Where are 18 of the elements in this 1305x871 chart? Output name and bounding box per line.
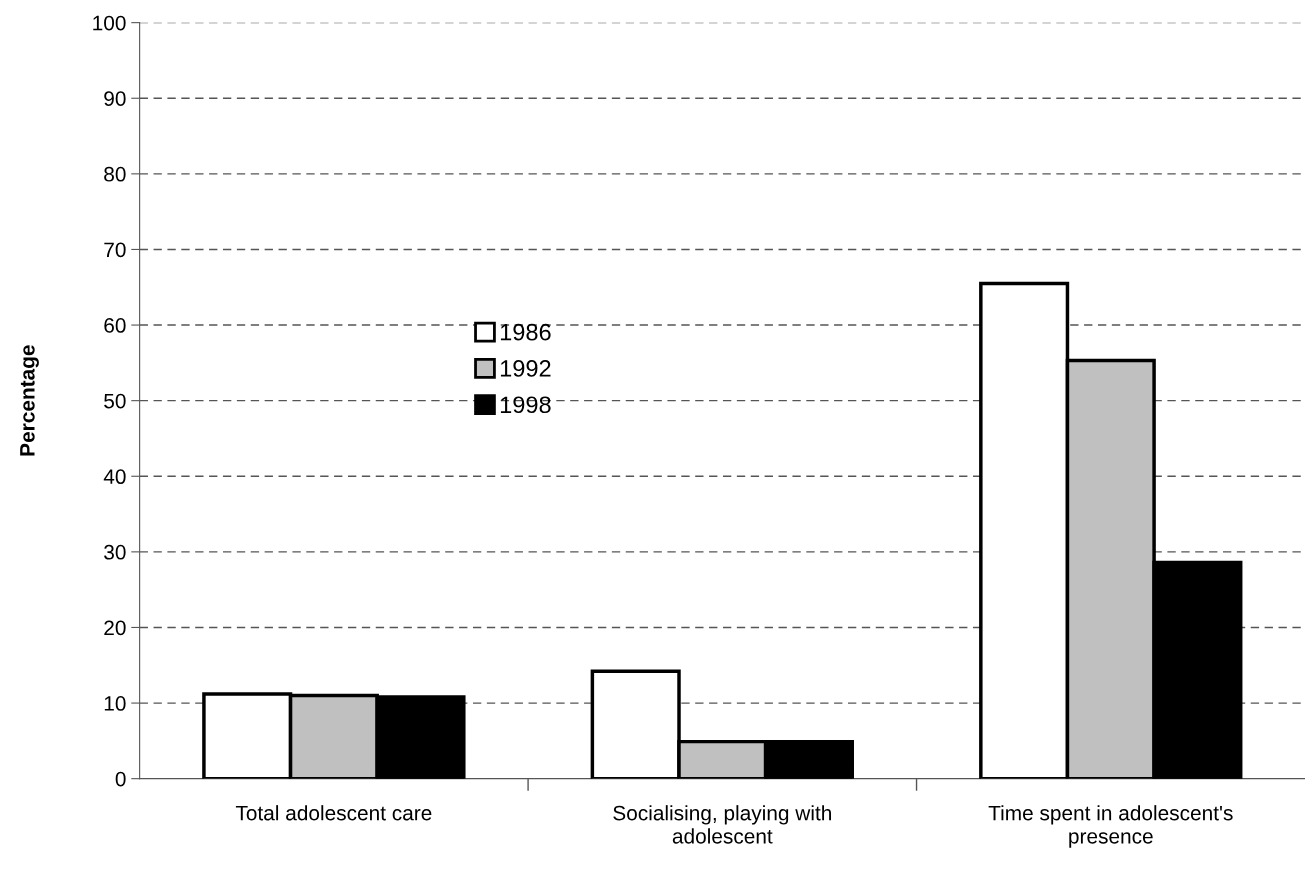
y-tick-label: 90 xyxy=(104,91,126,106)
y-tick-label: 50 xyxy=(104,393,126,409)
y-tick-label: 40 xyxy=(103,469,126,485)
y-tick-label: 30 xyxy=(104,544,126,560)
y-tick-label: 70 xyxy=(104,242,126,258)
legend-label: 1998 xyxy=(500,396,551,414)
y-tick-label: 100 xyxy=(93,15,126,31)
x-tick-label: Time spent in adolescent's presence xyxy=(988,805,1233,848)
x-tick-label: Total adolescent care xyxy=(235,805,432,821)
y-tick-label: 60 xyxy=(104,318,126,333)
y-tick-label: 80 xyxy=(104,166,126,182)
legend-label: 1992 xyxy=(500,360,551,377)
x-tick-label: Socialising, playing with adolescent xyxy=(613,805,831,844)
y-axis-title: Percentage xyxy=(20,345,39,456)
y-tick-label: 0 xyxy=(115,771,126,787)
legend-label: 1986 xyxy=(500,323,551,341)
y-tick-label: 20 xyxy=(104,620,126,636)
y-tick-label: 10 xyxy=(104,696,126,711)
